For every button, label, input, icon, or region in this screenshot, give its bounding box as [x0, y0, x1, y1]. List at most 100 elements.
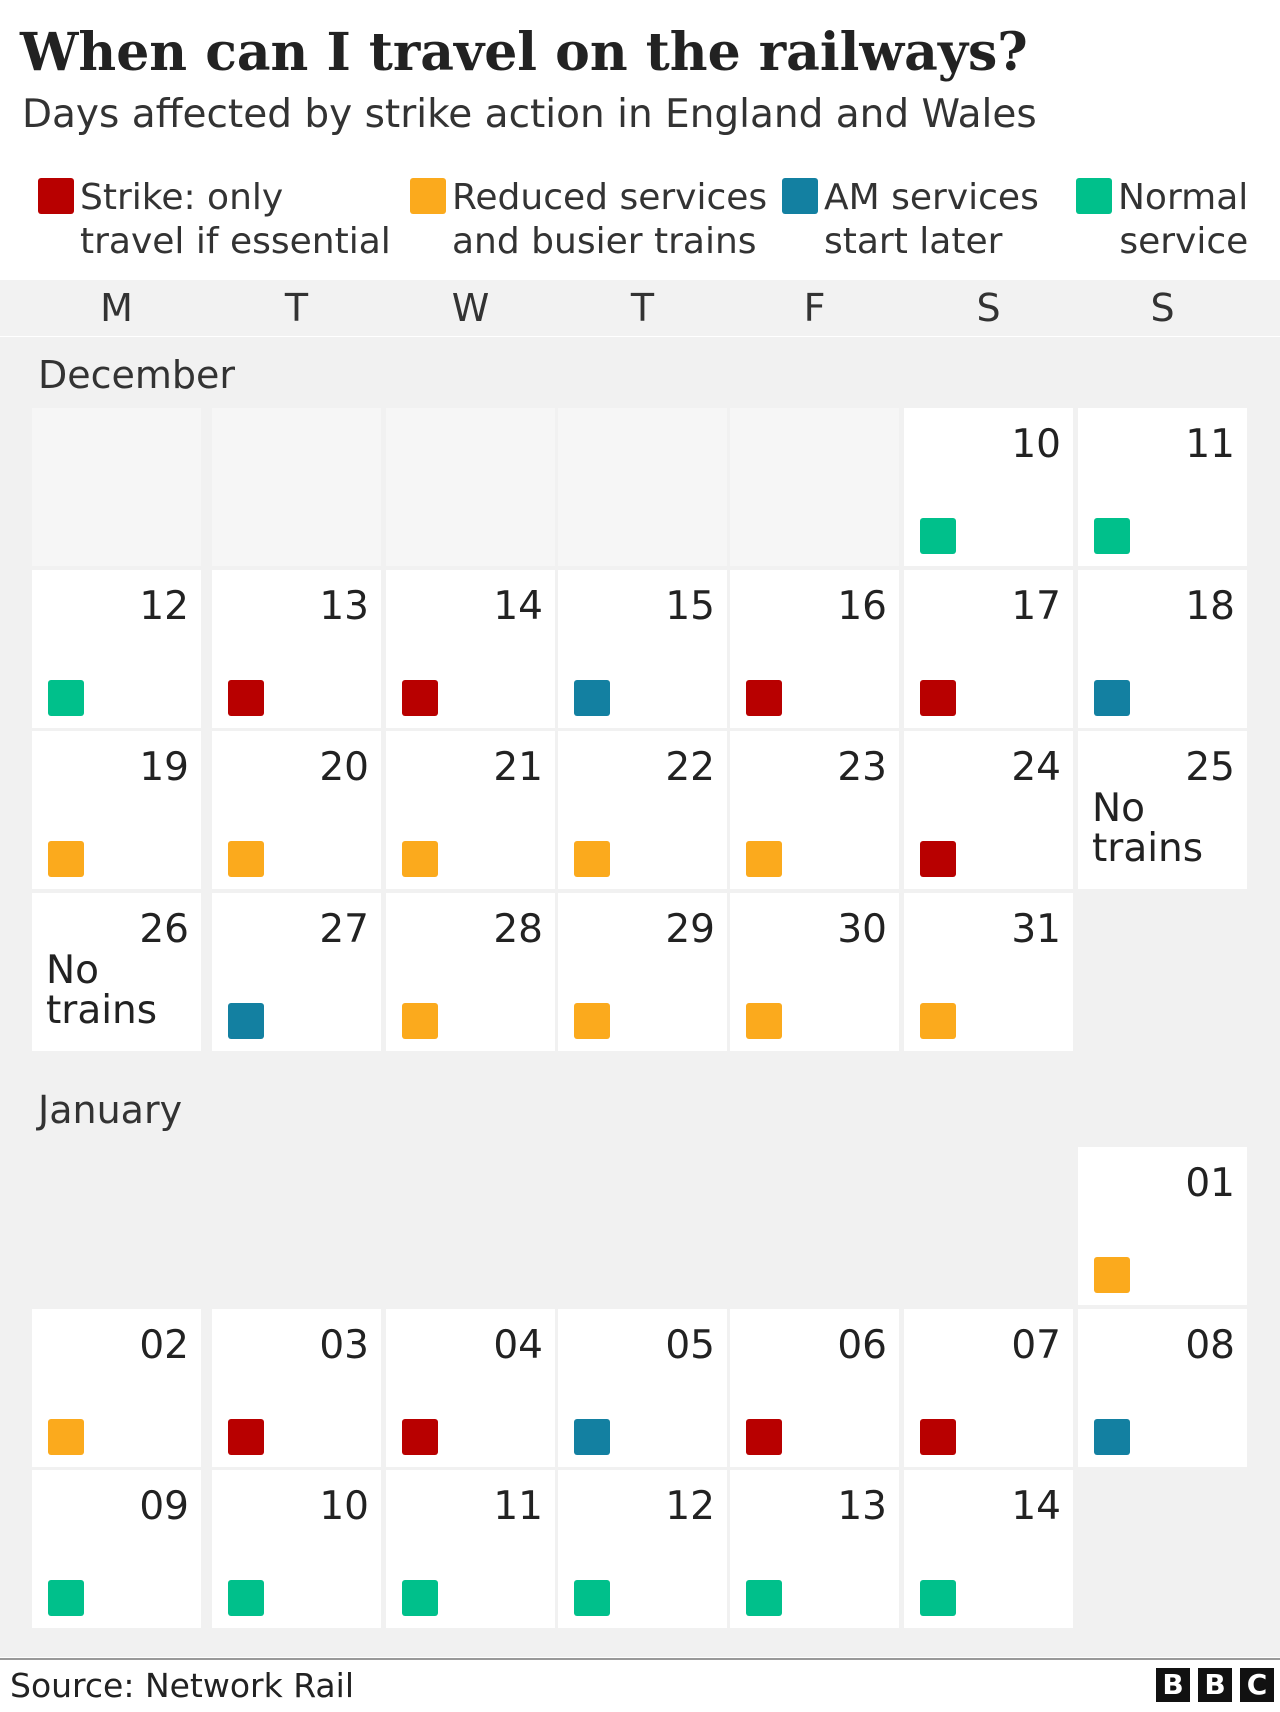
day-number: 09	[139, 1484, 189, 1529]
day-number: 31	[1011, 906, 1061, 952]
calendar-day-cell: 13	[212, 569, 381, 728]
status-marker-strike	[402, 679, 438, 716]
month-label: December	[38, 353, 236, 397]
status-marker-normal	[746, 1580, 782, 1616]
weekday-label: M	[100, 286, 133, 330]
weekday-label: F	[803, 286, 826, 330]
calendar-day-cell: 11	[386, 1470, 555, 1628]
calendar-day-cell: 31	[904, 892, 1073, 1051]
calendar-day-cell: 18	[1078, 569, 1247, 728]
day-number: 01	[1185, 1161, 1235, 1206]
day-number: 11	[493, 1484, 543, 1529]
status-marker-strike	[402, 1418, 438, 1455]
status-marker-am	[574, 1418, 610, 1455]
calendar-day-cell: 12	[558, 1470, 727, 1628]
calendar-day-cell: 30	[730, 892, 899, 1051]
status-marker-normal	[402, 1580, 438, 1616]
status-marker-am	[1094, 679, 1130, 716]
day-number: 13	[319, 583, 369, 629]
status-marker-normal	[228, 1580, 264, 1616]
day-number: 08	[1185, 1322, 1235, 1368]
calendar-cell-empty	[386, 408, 555, 566]
calendar-cell-empty	[32, 408, 201, 566]
calendar-day-cell: 12	[32, 569, 201, 728]
status-marker-reduced	[48, 841, 84, 877]
status-marker-strike	[746, 679, 782, 716]
status-marker-am	[228, 1002, 264, 1039]
status-marker-strike	[228, 1418, 264, 1455]
legend-label-am: AM services start later	[824, 177, 1039, 262]
status-marker-strike	[920, 841, 956, 877]
calendar-day-cell: 25 No trains	[1078, 731, 1247, 889]
legend-swatch-am	[782, 178, 818, 214]
calendar-day-cell: 23	[730, 731, 899, 889]
day-number: 16	[837, 583, 887, 629]
day-number: 05	[665, 1322, 715, 1368]
bbc-logo-letter: B	[1156, 1668, 1190, 1702]
calendar-day-cell: 07	[904, 1308, 1073, 1467]
bbc-logo-letter: B	[1198, 1668, 1232, 1702]
day-number: 04	[493, 1322, 543, 1368]
weekday-label: T	[284, 286, 309, 330]
calendar-day-cell: 11	[1078, 408, 1247, 566]
calendar-day-cell: 10	[212, 1470, 381, 1628]
calendar-cell-empty	[212, 408, 381, 566]
calendar-day-cell: 03	[212, 1308, 381, 1467]
day-number: 25	[1185, 745, 1235, 790]
status-marker-reduced	[746, 1002, 782, 1039]
status-marker-normal	[920, 1580, 956, 1616]
calendar-day-cell: 06	[730, 1308, 899, 1467]
status-marker-normal	[1094, 518, 1130, 554]
no-trains-note: No trains	[46, 947, 158, 1033]
day-number: 07	[1011, 1322, 1061, 1368]
calendar-day-cell: 10	[904, 408, 1073, 566]
footer-divider	[0, 1658, 1280, 1660]
status-marker-strike	[228, 679, 264, 716]
weekday-header	[0, 280, 1280, 336]
day-number: 20	[319, 745, 369, 790]
day-number: 24	[1011, 745, 1061, 790]
calendar-day-cell: 20	[212, 731, 381, 889]
calendar-day-cell: 08	[1078, 1308, 1247, 1467]
day-number: 02	[139, 1322, 189, 1368]
calendar-day-cell: 02	[32, 1308, 201, 1467]
status-marker-reduced	[920, 1002, 956, 1039]
calendar-day-cell: 16	[730, 569, 899, 728]
calendar-day-cell: 27	[212, 892, 381, 1051]
day-number: 28	[493, 906, 543, 952]
legend-label-reduced: Reduced services and busier trains	[452, 177, 768, 262]
calendar-day-cell: 14	[386, 569, 555, 728]
status-marker-reduced	[574, 841, 610, 877]
chart-title: When can I travel on the railways?	[20, 22, 1028, 83]
day-number: 03	[319, 1322, 369, 1368]
status-marker-strike	[920, 1418, 956, 1455]
calendar-day-cell: 24	[904, 731, 1073, 889]
status-marker-reduced	[746, 841, 782, 877]
calendar-day-cell: 01	[1078, 1147, 1247, 1305]
source-note: Source: Network Rail	[10, 1666, 354, 1705]
status-marker-am	[574, 679, 610, 716]
day-number: 10	[1011, 422, 1061, 467]
calendar-day-cell: 21	[386, 731, 555, 889]
day-number: 12	[139, 583, 189, 629]
calendar-day-cell: 29	[558, 892, 727, 1051]
calendar-day-cell: 13	[730, 1470, 899, 1628]
status-marker-normal	[920, 518, 956, 554]
calendar-day-cell: 22	[558, 731, 727, 889]
day-number: 22	[665, 745, 715, 790]
day-number: 12	[665, 1484, 715, 1529]
day-number: 10	[319, 1484, 369, 1529]
day-number: 29	[665, 906, 715, 952]
day-number: 17	[1011, 583, 1061, 629]
legend-label-normal: Normal service	[1118, 177, 1249, 262]
day-number: 18	[1185, 583, 1235, 629]
legend-swatch-strike	[38, 178, 74, 214]
calendar-day-cell: 15	[558, 569, 727, 728]
status-marker-reduced	[228, 841, 264, 877]
status-marker-am	[1094, 1418, 1130, 1455]
calendar-day-cell: 09	[32, 1470, 201, 1628]
calendar-day-cell: 04	[386, 1308, 555, 1467]
status-marker-reduced	[574, 1002, 610, 1039]
day-number: 26	[139, 906, 189, 952]
day-number: 11	[1185, 422, 1235, 467]
